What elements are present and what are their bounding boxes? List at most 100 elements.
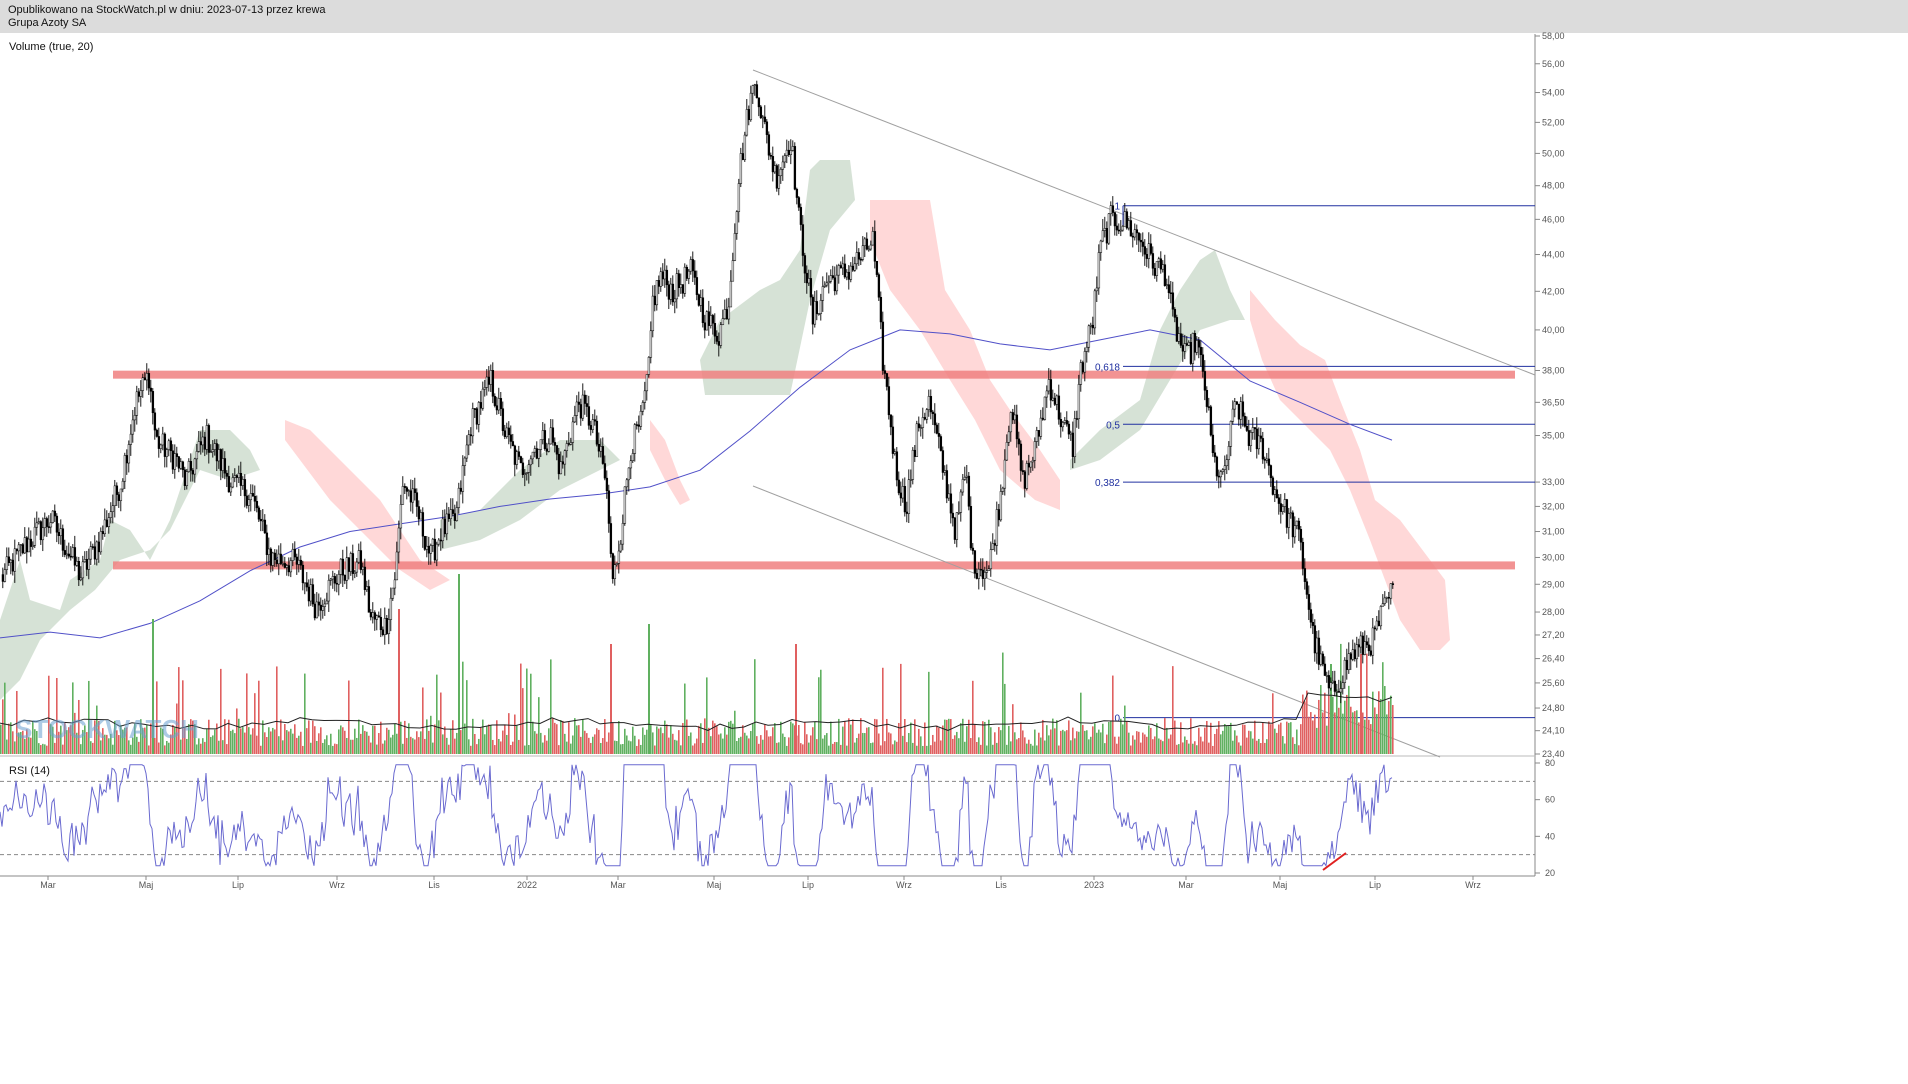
candle-body bbox=[1221, 469, 1225, 473]
volume-bar bbox=[594, 734, 596, 754]
candle-body bbox=[709, 315, 713, 326]
volume-bar bbox=[1224, 724, 1226, 754]
volume-bar bbox=[726, 734, 728, 754]
candle-body bbox=[1343, 659, 1347, 683]
bull-cloud-3 bbox=[1070, 250, 1245, 470]
candle-body bbox=[307, 586, 311, 602]
candle-body bbox=[491, 370, 495, 397]
volume-bar bbox=[992, 744, 994, 754]
candle-body bbox=[23, 537, 27, 554]
candle-body bbox=[441, 518, 445, 541]
candle-body bbox=[599, 446, 603, 452]
candle-body bbox=[1153, 268, 1157, 276]
candle-body bbox=[37, 521, 41, 524]
candle-body bbox=[427, 545, 431, 554]
candle-body bbox=[1339, 688, 1343, 693]
volume-bar bbox=[200, 743, 202, 754]
candle-body bbox=[357, 550, 361, 563]
volume-bar bbox=[854, 742, 856, 754]
volume-bar bbox=[1270, 724, 1272, 754]
volume-bar bbox=[926, 745, 928, 754]
volume-bar bbox=[812, 727, 814, 754]
volume-bar bbox=[410, 736, 412, 754]
volume-bar bbox=[698, 725, 700, 754]
volume-bar bbox=[888, 732, 890, 754]
price-tick-label: 30,00 bbox=[1542, 552, 1565, 562]
candle-body bbox=[387, 619, 391, 634]
volume-bar bbox=[1244, 724, 1246, 754]
volume-bar bbox=[352, 739, 354, 754]
candle-body bbox=[503, 430, 507, 437]
candle-body bbox=[549, 427, 553, 445]
candle-body bbox=[1019, 443, 1023, 471]
volume-bar bbox=[296, 737, 298, 754]
volume-bar bbox=[1216, 728, 1218, 754]
candle-body bbox=[437, 539, 441, 545]
candle-body bbox=[463, 457, 467, 466]
volume-bar bbox=[534, 731, 536, 754]
price-tick-label: 26,40 bbox=[1542, 654, 1565, 664]
candle-body bbox=[295, 556, 299, 565]
volume-bar bbox=[162, 728, 164, 754]
volume-bar bbox=[1292, 737, 1294, 754]
candle-body bbox=[3, 569, 7, 582]
candle-body bbox=[729, 280, 733, 308]
volume-bar bbox=[700, 723, 702, 754]
candle-body bbox=[1371, 627, 1375, 656]
volume-bar bbox=[970, 738, 972, 754]
candle-body bbox=[243, 479, 247, 497]
candle-body bbox=[857, 252, 861, 260]
volume-bar bbox=[554, 722, 556, 754]
volume-bar bbox=[844, 720, 846, 754]
candle-body bbox=[435, 543, 439, 561]
candle-body bbox=[863, 238, 867, 246]
volume-bar bbox=[6, 739, 8, 754]
volume-bar bbox=[122, 729, 124, 754]
volume-bar bbox=[68, 727, 70, 754]
candle-body bbox=[893, 451, 897, 454]
volume-bar bbox=[74, 712, 76, 754]
candle-body bbox=[431, 538, 435, 546]
volume-bar bbox=[1266, 739, 1268, 754]
volume-bar bbox=[1218, 721, 1220, 754]
candle-body bbox=[625, 479, 629, 488]
candle-body bbox=[539, 439, 543, 450]
candle-body bbox=[707, 311, 711, 326]
bear-cloud-3 bbox=[1250, 290, 1450, 650]
candle-body bbox=[969, 506, 973, 549]
volume-bar bbox=[920, 736, 922, 754]
volume-bar bbox=[1334, 712, 1336, 754]
volume-bar bbox=[478, 738, 480, 754]
volume-bar bbox=[878, 733, 880, 754]
volume-bar bbox=[972, 680, 974, 754]
volume-bar bbox=[480, 727, 482, 754]
volume-bar bbox=[1378, 691, 1380, 754]
candle-body bbox=[413, 488, 417, 493]
candle-body bbox=[1311, 622, 1315, 626]
volume-bar bbox=[1332, 696, 1334, 754]
candle-body bbox=[1033, 441, 1037, 461]
candle-body bbox=[853, 263, 857, 271]
volume-bar bbox=[950, 719, 952, 754]
volume-bar bbox=[802, 744, 804, 754]
bear-cloud-0 bbox=[285, 420, 450, 590]
volume-bar bbox=[762, 739, 764, 754]
volume-bar bbox=[368, 735, 370, 754]
candle-body bbox=[875, 260, 879, 275]
candle-body bbox=[233, 475, 237, 478]
candle-body bbox=[933, 413, 937, 426]
candle-body bbox=[551, 427, 555, 443]
volume-bar bbox=[1064, 731, 1066, 754]
volume-bar bbox=[1228, 726, 1230, 754]
volume-bar bbox=[536, 733, 538, 754]
candle-body bbox=[1053, 397, 1057, 405]
volume-bar bbox=[1022, 730, 1024, 754]
candle-body bbox=[359, 550, 363, 570]
volume-spike bbox=[795, 644, 797, 754]
candle-body bbox=[821, 286, 825, 301]
volume-spike bbox=[610, 644, 612, 754]
candle-body bbox=[997, 509, 1001, 521]
volume-bar bbox=[658, 728, 660, 754]
volume-bar bbox=[868, 727, 870, 754]
candle-body bbox=[163, 433, 167, 457]
